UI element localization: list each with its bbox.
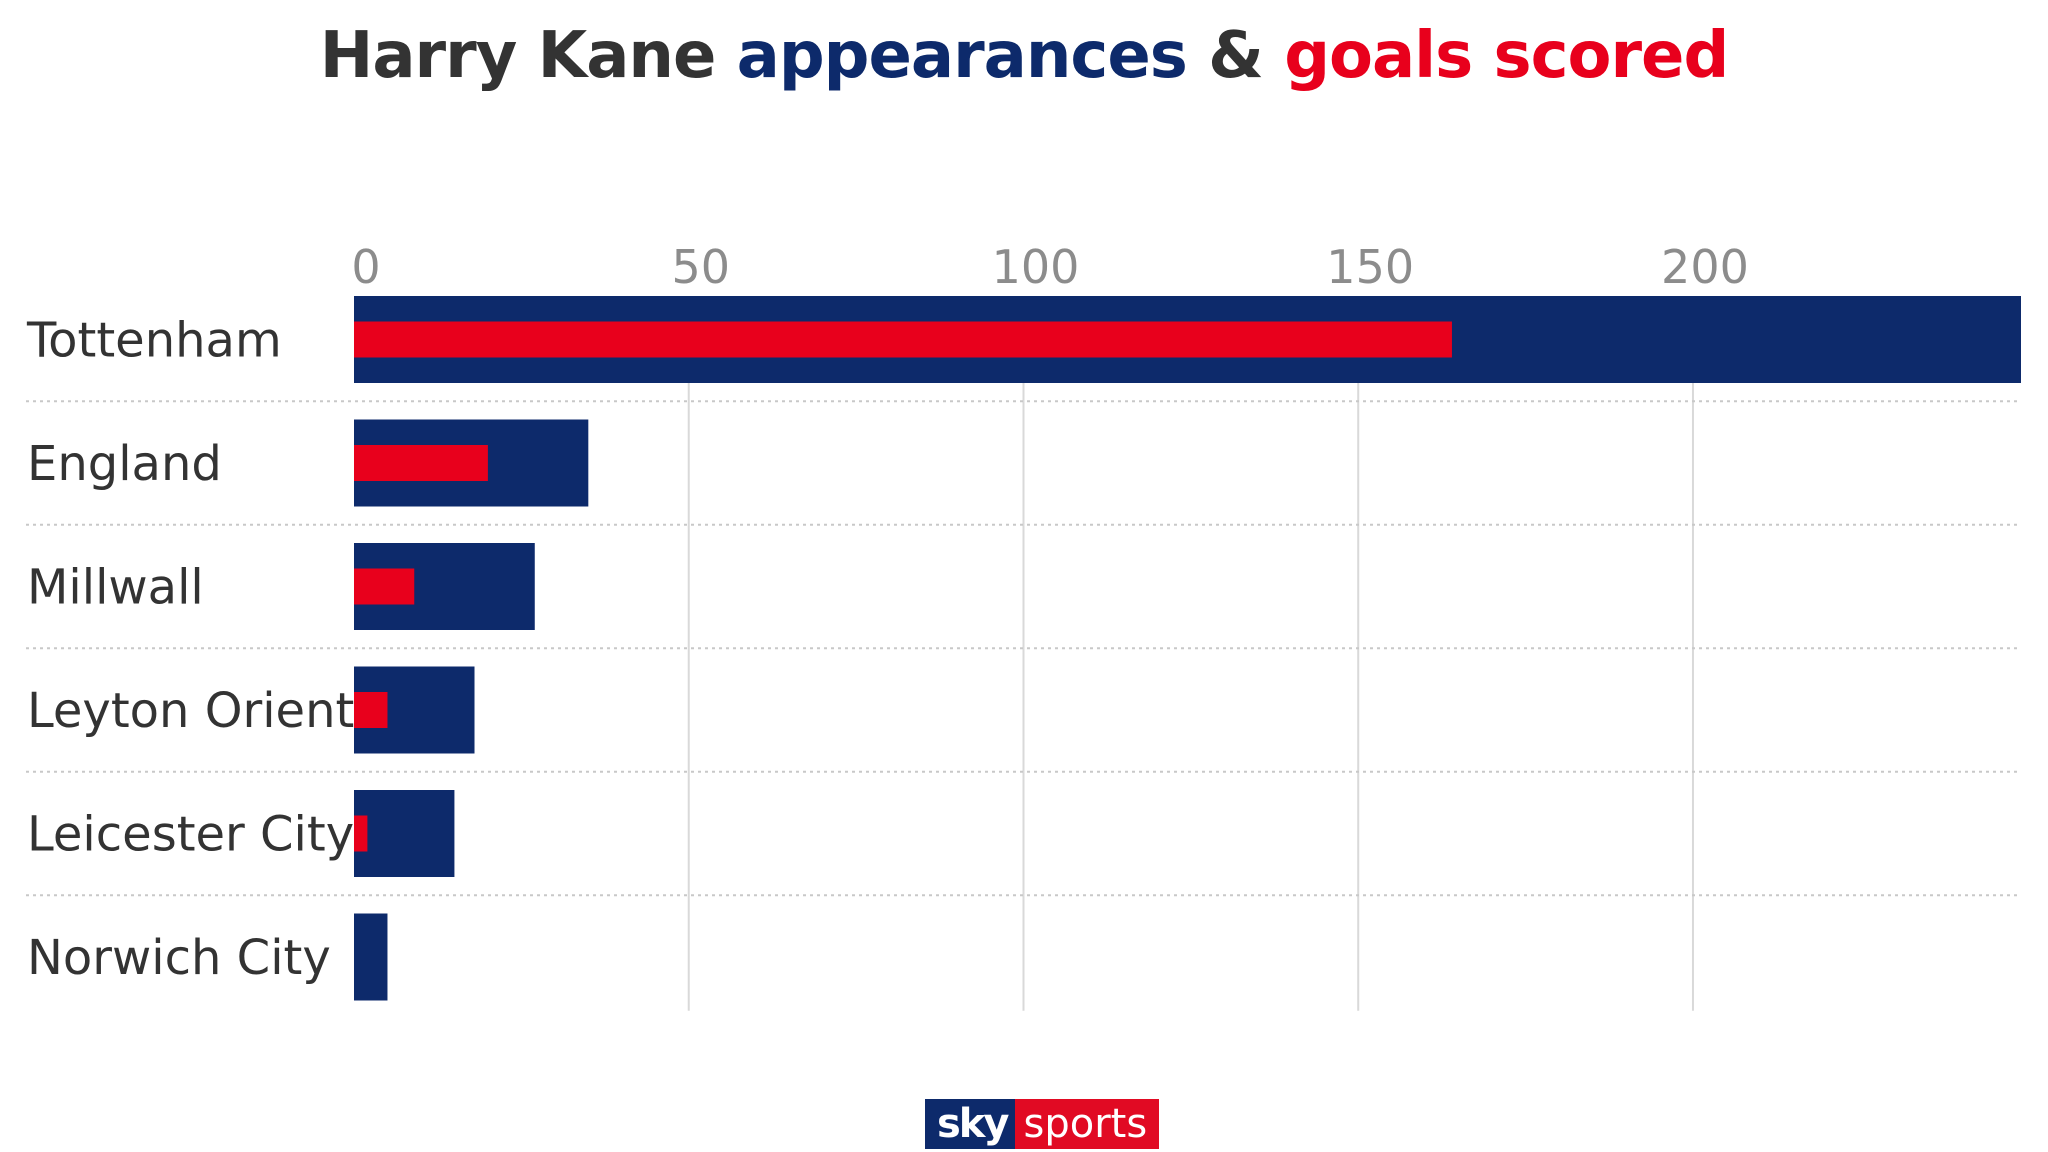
- bar-appearances-norwich-city: [354, 913, 388, 1001]
- x-tick-label: 150: [1326, 240, 1414, 294]
- bar-appearances-leicester-city: [354, 790, 455, 877]
- category-label: Leicester City: [27, 807, 354, 863]
- chart-title: Harry Kane appearances & goals scored: [0, 16, 2048, 96]
- category-labels: Tottenham England Millwall Leyton Orient Lei…: [26, 313, 354, 987]
- x-axis-ticks: 0 50 100 150 200: [351, 240, 1749, 294]
- logo-sports: sports: [1015, 1099, 1160, 1149]
- title-appearances: appearances: [736, 19, 1188, 93]
- logo-sky: sky: [925, 1099, 1016, 1149]
- x-tick-label: 200: [1661, 240, 1749, 294]
- x-tick-label: 100: [992, 240, 1080, 294]
- title-goals: goals scored: [1284, 19, 1729, 93]
- bar-goals-tottenham: [354, 321, 1452, 358]
- bar-goals-leicester-city: [354, 815, 368, 852]
- category-label: Millwall: [27, 560, 204, 616]
- bar-goals-leyton-orient: [354, 692, 388, 728]
- title-amp: &: [1186, 19, 1285, 93]
- x-tick-label: 0: [351, 240, 380, 294]
- bar-goals-millwall: [354, 568, 415, 605]
- category-label: England: [27, 436, 222, 492]
- bars: [354, 296, 2021, 1001]
- title-prefix: Harry Kane: [319, 19, 737, 93]
- category-label: Leyton Orient: [27, 683, 354, 739]
- x-tick-label: 50: [671, 240, 730, 294]
- bar-goals-england: [354, 445, 488, 481]
- sky-sports-logo: sky sports: [925, 1099, 1160, 1149]
- category-label: Tottenham: [26, 313, 282, 369]
- gridlines: [687, 296, 1694, 1011]
- category-label: Norwich City: [27, 930, 331, 986]
